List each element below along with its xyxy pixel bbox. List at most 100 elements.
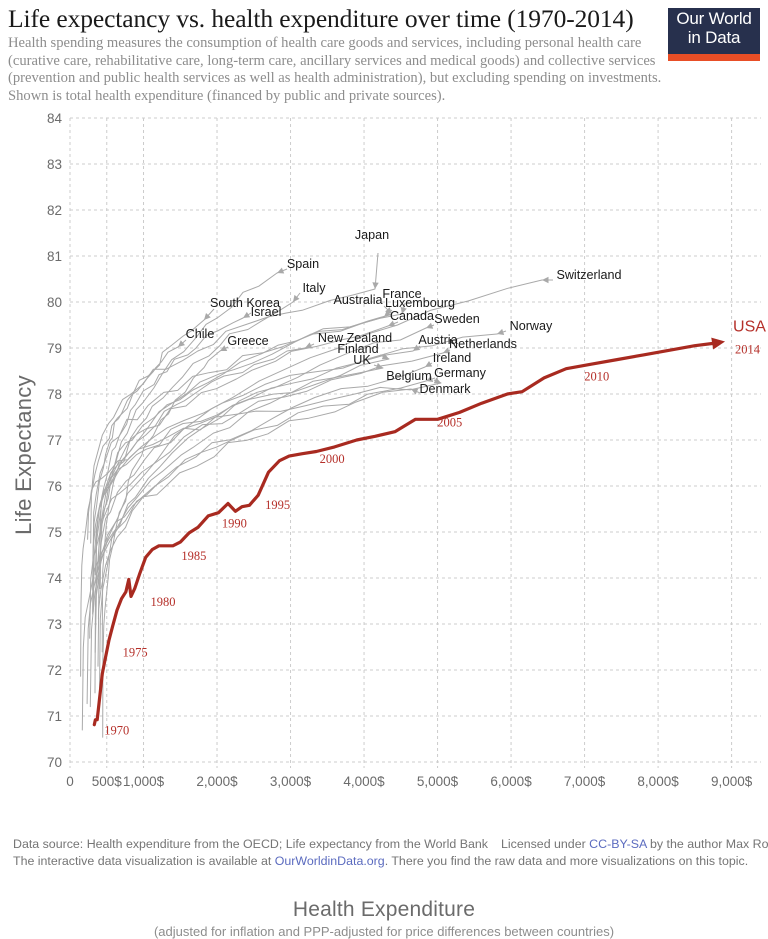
- x-tick-label: 5,000$: [417, 774, 459, 789]
- country-line-canada[interactable]: [92, 325, 389, 613]
- usa-series-label: USA: [733, 318, 766, 335]
- interactive-prefix: The interactive data visualization is av…: [13, 854, 275, 868]
- usa-highlight-line[interactable]: [92, 341, 715, 727]
- usa-year-label-1970: 1970: [104, 724, 129, 738]
- our-world-in-data-logo[interactable]: Our World in Data: [668, 8, 760, 61]
- country-line-uk[interactable]: [92, 367, 384, 591]
- footer-line-1: Data source: Health expenditure from the…: [13, 836, 768, 853]
- arrow-head-icon: [384, 310, 391, 317]
- country-label-luxembourg: Luxembourg: [385, 296, 455, 310]
- country-label-germany: Germany: [434, 366, 486, 380]
- country-line-germany[interactable]: [94, 380, 427, 653]
- license-prefix: Licensed under: [500, 837, 590, 851]
- usa-year-label-2005: 2005: [437, 415, 462, 429]
- y-tick-label: 74: [47, 571, 63, 586]
- country-line-luxembourg[interactable]: [95, 316, 385, 607]
- country-label-uk: UK: [353, 353, 371, 367]
- page-title: Life expectancy vs. health expenditure o…: [8, 4, 634, 33]
- y-tick-label: 76: [47, 479, 62, 494]
- arrow-head-icon: [542, 276, 549, 284]
- country-line-new-zealand[interactable]: [99, 347, 306, 589]
- country-line-chile[interactable]: [92, 346, 179, 615]
- country-line-italy[interactable]: [101, 301, 294, 653]
- country-line-denmark[interactable]: [97, 388, 412, 667]
- y-tick-label: 83: [47, 157, 62, 172]
- chart-subtitle: Health spending measures the consumption…: [8, 35, 662, 104]
- owid-site-link[interactable]: OurWorldinData.org: [274, 854, 385, 868]
- usa-year-label-1980: 1980: [151, 595, 176, 609]
- cc-by-sa-link[interactable]: CC-BY-SA: [589, 837, 647, 851]
- country-label-italy: Italy: [302, 281, 326, 295]
- arrow-head-icon: [443, 347, 451, 354]
- y-tick-label: 70: [47, 755, 62, 770]
- country-label-denmark: Denmark: [419, 382, 471, 396]
- country-line-japan[interactable]: [90, 288, 376, 544]
- country-label-finland: Finland: [337, 342, 378, 356]
- chart-page: Life expectancy vs. health expenditure o…: [0, 4, 768, 939]
- scatter-line-plot[interactable]: 70 71 72 73 74 75 76 77 78 79 80 81 82 83 84 0 500$ 1,00…: [0, 112, 768, 802]
- interactive-suffix: . There you find the raw data and more v…: [384, 854, 749, 868]
- country-line-ireland[interactable]: [86, 366, 426, 705]
- y-axis-title: Life Expectancy: [11, 375, 36, 535]
- x-tick-label: 0: [66, 774, 74, 789]
- country-lines[interactable]: [80, 272, 543, 738]
- arrow-head-icon: [385, 307, 392, 314]
- x-tick-label: 7,000$: [564, 774, 606, 789]
- country-line-norway[interactable]: [94, 333, 498, 576]
- country-label-canada: Canada: [390, 309, 434, 323]
- usa-year-label-1985: 1985: [181, 549, 206, 563]
- arrow-head-icon: [243, 311, 251, 318]
- arrow-head-icon: [204, 313, 211, 320]
- country-label-sweden: Sweden: [434, 312, 480, 326]
- country-label-france: France: [382, 287, 421, 301]
- logo-line-1: Our World: [676, 9, 752, 28]
- country-label-spain: Spain: [287, 257, 319, 271]
- footer-line-2: The interactive data visualization is av…: [13, 853, 758, 870]
- country-label-belgium: Belgium: [386, 369, 432, 383]
- country-label-new-zealand: New Zealand: [318, 331, 392, 345]
- country-line-south-korea[interactable]: [80, 319, 205, 677]
- arrow-head-icon: [426, 322, 434, 329]
- y-tick-label: 84: [47, 112, 63, 126]
- arrow-head-icon: [220, 345, 228, 351]
- y-tick-label: 77: [47, 433, 62, 448]
- x-tick-label: 9,000$: [711, 774, 753, 789]
- y-tick-label: 75: [47, 525, 62, 540]
- country-label-australia: Australia: [334, 293, 383, 307]
- x-axis-ticks: 0 500$ 1,000$ 2,000$ 3,000$ 4,000$ 5,000$ 6,000…: [66, 774, 752, 789]
- x-axis-subtitle: (adjusted for inflation and PPP-adjusted…: [153, 924, 615, 939]
- arrow-head-icon: [400, 306, 407, 314]
- y-tick-label: 78: [47, 387, 62, 402]
- y-tick-label: 80: [47, 295, 62, 310]
- arrow-head-icon: [375, 362, 383, 369]
- y-tick-label: 71: [47, 709, 62, 724]
- chart-footer: Data source: Health expenditure from the…: [13, 836, 768, 870]
- usa-line[interactable]: USA: [92, 318, 766, 727]
- x-tick-label: 500$: [92, 774, 123, 789]
- arrow-head-icon: [372, 282, 379, 289]
- usa-arrow-head-icon: [711, 337, 726, 350]
- country-line-netherlands[interactable]: [89, 352, 444, 639]
- country-line-greece[interactable]: [102, 350, 221, 738]
- data-source-text: Data source: Health expenditure from the…: [13, 837, 488, 851]
- y-tick-label: 72: [47, 663, 62, 678]
- country-line-sweden[interactable]: [99, 327, 427, 691]
- x-tick-label: 8,000$: [637, 774, 679, 789]
- country-line-belgium[interactable]: [87, 382, 442, 540]
- usa-year-label-2000: 2000: [320, 452, 345, 466]
- usa-year-labels: 1970 1975 1980 1985 1990 1995 2000 2005 2010 2014: [104, 342, 761, 737]
- country-labels: Japan Spain Italy Switzerland South KoreaIsr…: [186, 228, 622, 396]
- arrow-head-icon: [293, 294, 300, 302]
- x-tick-label: 1,000$: [123, 774, 165, 789]
- arrow-head-icon: [178, 340, 185, 347]
- usa-year-label-1990: 1990: [222, 517, 247, 531]
- usa-year-label-1995: 1995: [265, 498, 290, 512]
- country-label-switzerland: Switzerland: [556, 268, 621, 282]
- y-axis-ticks: 70 71 72 73 74 75 76 77 78 79 80 81 82 83 84: [47, 112, 63, 770]
- x-tick-label: 3,000$: [270, 774, 312, 789]
- country-line-israel[interactable]: [98, 317, 244, 599]
- arrow-head-icon: [277, 267, 285, 274]
- arrow-head-icon: [381, 353, 389, 360]
- usa-year-label-2010: 2010: [584, 369, 609, 383]
- grid-lines: [69, 117, 761, 768]
